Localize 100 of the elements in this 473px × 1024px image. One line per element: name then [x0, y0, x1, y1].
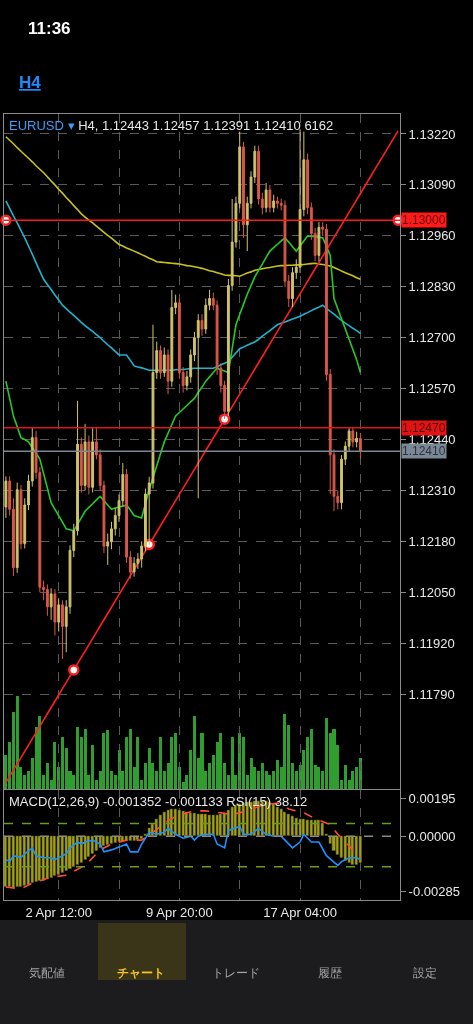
bar	[271, 803, 275, 836]
text: チャート	[117, 966, 165, 980]
bar	[354, 835, 358, 865]
candlestick	[53, 588, 57, 636]
y-tick-label: 1.13220	[408, 126, 456, 142]
bar	[283, 714, 286, 789]
bar	[173, 808, 177, 836]
candlestick	[79, 437, 83, 493]
candlestick	[49, 587, 53, 621]
candlestick	[4, 475, 8, 519]
bar	[351, 771, 354, 789]
line-series	[5, 235, 362, 532]
candlestick	[91, 427, 95, 493]
bar	[261, 763, 264, 789]
candlestick	[57, 597, 61, 633]
candlestick	[355, 431, 359, 448]
bar	[90, 835, 94, 854]
bar	[84, 729, 87, 789]
bar	[79, 835, 83, 863]
bar	[305, 819, 309, 836]
y-tick-label: 0.00000	[408, 828, 456, 844]
bar	[11, 835, 15, 888]
bar	[7, 835, 11, 887]
bar	[71, 835, 75, 867]
chart-subtitle: H4, 1.12443 1.12457 1.12391 1.12410 6162	[78, 118, 334, 133]
y-tick-label: 1.11790	[408, 686, 455, 702]
bar	[136, 737, 139, 789]
candlestick	[264, 182, 268, 213]
bar	[192, 812, 196, 836]
bar	[22, 835, 26, 886]
y-tick-label: -0.00285	[408, 884, 460, 900]
bar	[193, 716, 196, 789]
y-tick-label: 1.12310	[408, 483, 456, 499]
candlestick	[242, 141, 245, 239]
bar	[358, 835, 362, 863]
candlestick	[132, 556, 136, 578]
bar	[170, 737, 173, 789]
x-tick-label: 17 Apr 04:00	[263, 904, 337, 920]
candlestick	[15, 482, 19, 574]
candlestick	[268, 184, 272, 213]
bar	[26, 835, 30, 885]
bar	[343, 835, 347, 861]
text: H4	[19, 73, 42, 92]
bar	[38, 716, 41, 789]
bar	[335, 835, 339, 855]
bar	[339, 835, 343, 858]
candlestick	[87, 435, 91, 495]
bar	[275, 806, 279, 836]
bar	[290, 815, 294, 836]
x-tick-label: 9 Apr 20:00	[146, 904, 213, 920]
bar	[231, 737, 234, 789]
bar	[56, 835, 60, 875]
bar	[286, 813, 290, 836]
chart-title: EURUSD ▾	[9, 118, 75, 133]
line-series	[5, 135, 362, 281]
bar	[162, 811, 166, 836]
bar	[159, 737, 162, 789]
text: 気配値	[29, 966, 65, 980]
bar	[219, 733, 222, 789]
candlestick	[317, 221, 321, 262]
text: 履歴	[318, 966, 342, 980]
bar	[317, 767, 320, 789]
bar	[4, 835, 7, 887]
candlestick	[358, 432, 362, 460]
bar	[30, 835, 34, 883]
bar	[53, 742, 56, 789]
line-series	[5, 825, 362, 867]
y-tick-label: 1.12570	[408, 381, 456, 397]
text: 設定	[413, 966, 437, 980]
y-tick-label: 1.12180	[408, 533, 456, 549]
bar	[16, 696, 19, 789]
bar	[310, 729, 313, 789]
bar	[250, 758, 253, 789]
candlestick	[170, 289, 174, 388]
ref-line-label: 1.12470	[402, 421, 446, 435]
bar	[276, 760, 279, 789]
candlestick	[196, 313, 200, 499]
bar	[218, 813, 222, 836]
bar	[105, 835, 109, 845]
ref-line-label: 1.13000	[402, 213, 446, 227]
candlestick	[351, 426, 355, 448]
candlestick	[159, 345, 162, 380]
bar	[325, 718, 328, 789]
bar	[106, 730, 109, 789]
bar	[139, 835, 143, 839]
candlestick	[61, 599, 64, 660]
bar	[109, 835, 113, 844]
bar	[129, 729, 132, 789]
candlestick	[166, 348, 170, 395]
bar	[177, 809, 181, 836]
candlestick	[276, 196, 279, 209]
y-tick-label: 1.12830	[408, 279, 456, 295]
point	[218, 413, 231, 425]
y-tick-label: 1.12960	[408, 228, 456, 244]
point	[68, 664, 80, 676]
bar	[242, 737, 245, 789]
y-tick-label: 1.13090	[408, 177, 456, 193]
bar	[76, 727, 79, 789]
bar	[215, 814, 219, 836]
candlestick	[45, 584, 49, 617]
